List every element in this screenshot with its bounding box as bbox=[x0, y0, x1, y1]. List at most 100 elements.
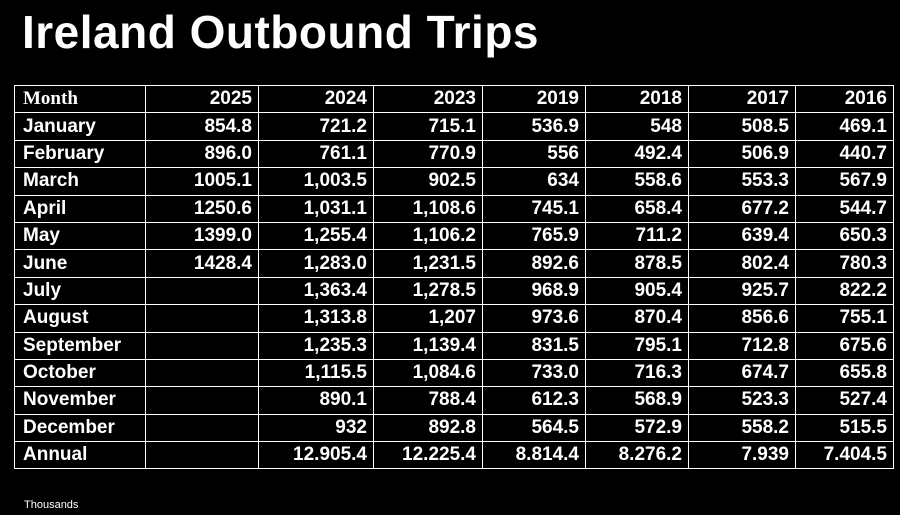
cell: 1,106.2 bbox=[373, 221, 483, 251]
cell: 1,283.0 bbox=[258, 249, 374, 278]
cell: 1,255.4 bbox=[258, 221, 374, 251]
cell: 770.9 bbox=[373, 139, 483, 169]
cell: 716.3 bbox=[585, 358, 689, 388]
cell: 677.2 bbox=[688, 194, 796, 223]
cell: 795.1 bbox=[585, 331, 689, 360]
cell: 856.6 bbox=[688, 304, 796, 333]
cell: 932 bbox=[258, 413, 374, 443]
cell: 568.9 bbox=[585, 386, 689, 415]
cell: 1250.6 bbox=[145, 194, 259, 223]
row-label: August bbox=[14, 304, 146, 333]
cell: 890.1 bbox=[258, 386, 374, 415]
cell: 567.9 bbox=[795, 167, 894, 196]
cell: 905.4 bbox=[585, 276, 689, 306]
row-label: June bbox=[14, 249, 146, 278]
cell: 612.3 bbox=[482, 386, 586, 415]
cell: 1,363.4 bbox=[258, 276, 374, 306]
row-label: March bbox=[14, 167, 146, 196]
cell: 1,139.4 bbox=[373, 331, 483, 360]
cell bbox=[145, 331, 259, 360]
row-label: October bbox=[14, 358, 146, 388]
cell: 973.6 bbox=[482, 304, 586, 333]
table-row: April 1250.6 1,031.1 1,108.6 745.1 658.4 677.2… bbox=[14, 194, 894, 223]
cell: 650.3 bbox=[795, 221, 894, 251]
cell: 469.1 bbox=[795, 112, 894, 141]
cell: 7.404.5 bbox=[795, 441, 894, 470]
header-cell: 2018 bbox=[585, 84, 689, 114]
cell: 515.5 bbox=[795, 413, 894, 443]
cell: 1,231.5 bbox=[373, 249, 483, 278]
cell: 1,235.3 bbox=[258, 331, 374, 360]
cell: 556 bbox=[482, 139, 586, 169]
cell bbox=[145, 358, 259, 388]
table-row: September 1,235.3 1,139.4 831.5 795.1 712.8 67… bbox=[14, 331, 894, 360]
table-row: December 932 892.8 564.5 572.9 558.2 515.5 bbox=[14, 413, 894, 443]
cell: 634 bbox=[482, 167, 586, 196]
cell bbox=[145, 276, 259, 306]
header-cell: 2016 bbox=[795, 84, 894, 114]
cell: 755.1 bbox=[795, 304, 894, 333]
cell: 780.3 bbox=[795, 249, 894, 278]
row-label: April bbox=[14, 194, 146, 223]
cell: 8.814.4 bbox=[482, 441, 586, 470]
table-row: March 1005.1 1,003.5 902.5 634 558.6 553.3 567.… bbox=[14, 167, 894, 196]
table-row: June 1428.4 1,283.0 1,231.5 892.6 878.5 802.4 7… bbox=[14, 249, 894, 278]
cell: 1,108.6 bbox=[373, 194, 483, 223]
cell: 1,003.5 bbox=[258, 167, 374, 196]
header-cell: 2017 bbox=[688, 84, 796, 114]
cell: 1428.4 bbox=[145, 249, 259, 278]
cell: 548 bbox=[585, 112, 689, 141]
cell: 733.0 bbox=[482, 358, 586, 388]
cell: 831.5 bbox=[482, 331, 586, 360]
cell: 870.4 bbox=[585, 304, 689, 333]
cell: 12.905.4 bbox=[258, 441, 374, 470]
cell: 1,115.5 bbox=[258, 358, 374, 388]
cell: 553.3 bbox=[688, 167, 796, 196]
cell: 639.4 bbox=[688, 221, 796, 251]
cell: 527.4 bbox=[795, 386, 894, 415]
cell: 558.6 bbox=[585, 167, 689, 196]
cell: 896.0 bbox=[145, 139, 259, 169]
cell: 788.4 bbox=[373, 386, 483, 415]
table-row: February 896.0 761.1 770.9 556 492.4 506.9 440.… bbox=[14, 139, 894, 169]
cell: 925.7 bbox=[688, 276, 796, 306]
cell: 761.1 bbox=[258, 139, 374, 169]
cell: 1,031.1 bbox=[258, 194, 374, 223]
title: Ireland Outbound Trips bbox=[22, 6, 539, 58]
cell: 492.4 bbox=[585, 139, 689, 169]
cell: 892.6 bbox=[482, 249, 586, 278]
cell: 712.8 bbox=[688, 331, 796, 360]
row-label: January bbox=[14, 112, 146, 141]
header-cell: 2025 bbox=[145, 84, 259, 114]
header-cell: 2023 bbox=[373, 84, 483, 114]
cell: 572.9 bbox=[585, 413, 689, 443]
cell: 854.8 bbox=[145, 112, 259, 141]
header-cell: 2019 bbox=[482, 84, 586, 114]
cell: 902.5 bbox=[373, 167, 483, 196]
cell: 1,207 bbox=[373, 304, 483, 333]
cell: 1,313.8 bbox=[258, 304, 374, 333]
cell bbox=[145, 304, 259, 333]
table-row: July 1,363.4 1,278.5 968.9 905.4 925.7 822.2 bbox=[14, 276, 894, 306]
cell: 508.5 bbox=[688, 112, 796, 141]
cell: 711.2 bbox=[585, 221, 689, 251]
cell: 440.7 bbox=[795, 139, 894, 169]
cell: 1005.1 bbox=[145, 167, 259, 196]
cell: 721.2 bbox=[258, 112, 374, 141]
cell bbox=[145, 441, 259, 470]
row-label: May bbox=[14, 221, 146, 251]
header-cell: Month bbox=[14, 84, 146, 114]
cell: 8.276.2 bbox=[585, 441, 689, 470]
table-row: November 890.1 788.4 612.3 568.9 523.3 527.4 bbox=[14, 386, 894, 415]
cell: 558.2 bbox=[688, 413, 796, 443]
row-label: December bbox=[14, 413, 146, 443]
cell: 765.9 bbox=[482, 221, 586, 251]
cell: 7.939 bbox=[688, 441, 796, 470]
cell: 968.9 bbox=[482, 276, 586, 306]
table-row: August 1,313.8 1,207 973.6 870.4 856.6 755.1 bbox=[14, 304, 894, 333]
cell: 674.7 bbox=[688, 358, 796, 388]
cell: 715.1 bbox=[373, 112, 483, 141]
cell: 506.9 bbox=[688, 139, 796, 169]
table-body: January 854.8 721.2 715.1 536.9 548 508.5 469.1… bbox=[14, 112, 894, 470]
